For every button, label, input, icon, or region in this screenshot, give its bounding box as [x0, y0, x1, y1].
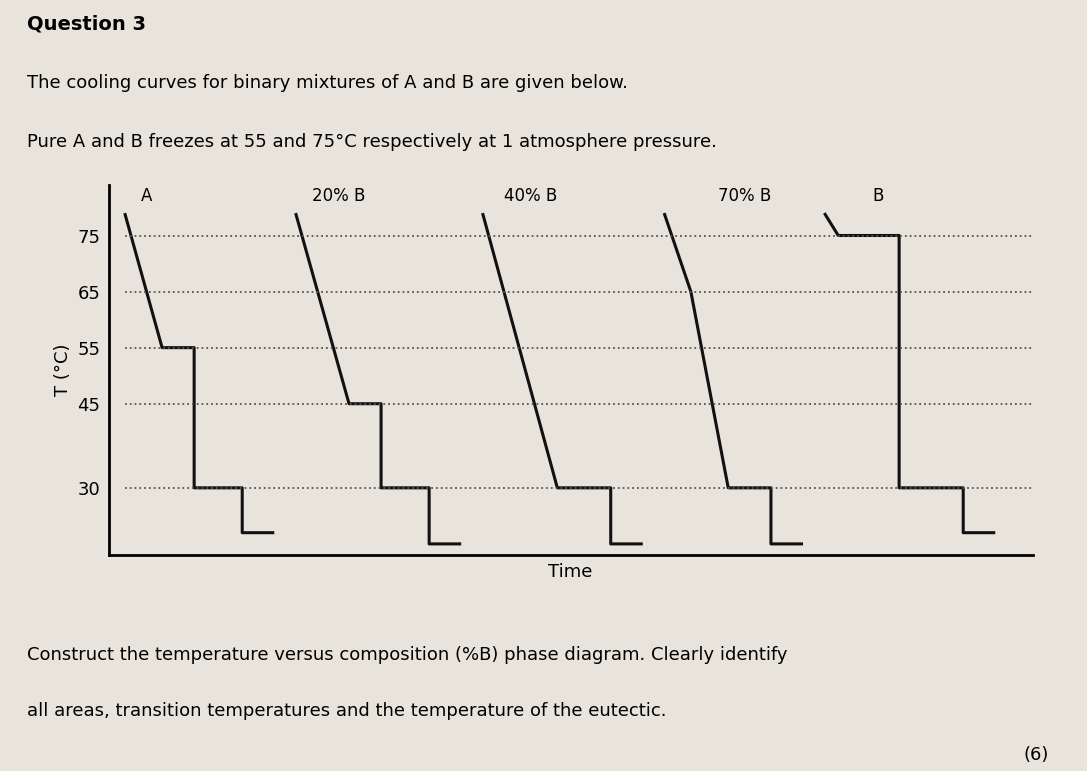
Text: all areas, transition temperatures and the temperature of the eutectic.: all areas, transition temperatures and t…: [27, 702, 666, 719]
Text: 40% B: 40% B: [504, 187, 558, 204]
Text: B: B: [873, 187, 884, 204]
X-axis label: Time: Time: [549, 564, 592, 581]
Text: Construct the temperature versus composition (%B) phase diagram. Clearly identif: Construct the temperature versus composi…: [27, 646, 788, 664]
Y-axis label: T (°C): T (°C): [54, 344, 72, 396]
Text: 20% B: 20% B: [312, 187, 365, 204]
Text: Question 3: Question 3: [27, 15, 146, 34]
Text: The cooling curves for binary mixtures of A and B are given below.: The cooling curves for binary mixtures o…: [27, 74, 628, 92]
Text: Pure A and B freezes at 55 and 75°C respectively at 1 atmosphere pressure.: Pure A and B freezes at 55 and 75°C resp…: [27, 133, 717, 151]
Text: A: A: [140, 187, 152, 204]
Text: 70% B: 70% B: [717, 187, 771, 204]
Text: (6): (6): [1024, 746, 1049, 764]
